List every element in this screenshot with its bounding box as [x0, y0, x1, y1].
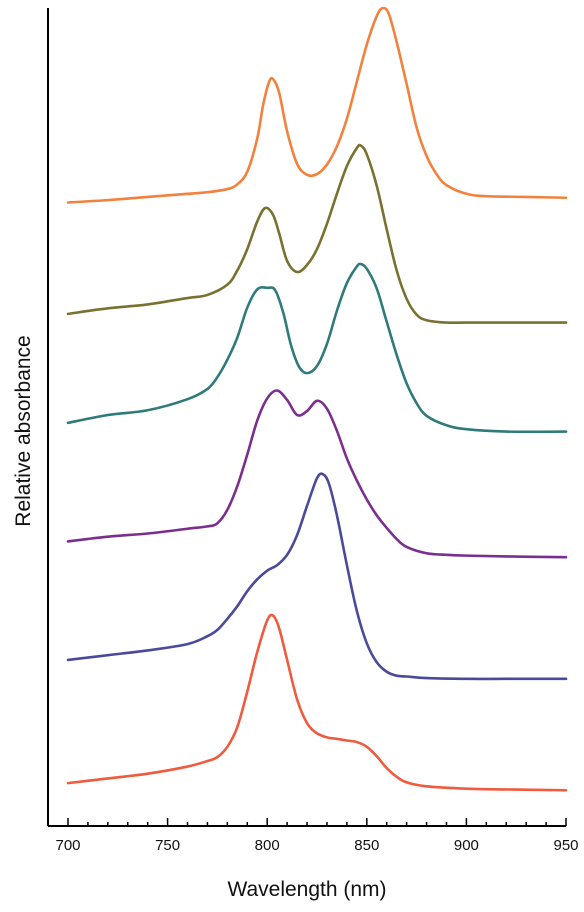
- axes-layer: [47, 8, 566, 827]
- x-tick-label: 900: [454, 837, 479, 854]
- x-tick-label: 750: [155, 837, 180, 854]
- x-tick-label: 850: [354, 837, 379, 854]
- x-axis-title: Wavelength (nm): [227, 878, 386, 901]
- y-axis-title: Relative absorbance: [12, 335, 35, 526]
- x-tick-label: 950: [553, 837, 578, 854]
- x-tick-label: 800: [255, 837, 280, 854]
- series-line-5: [66, 472, 568, 681]
- x-ticks: 700 750 800 850 900 950: [55, 818, 579, 854]
- series-layer: [66, 6, 568, 792]
- series-line-3: [66, 262, 568, 434]
- series-line-4: [66, 389, 568, 559]
- series-line-1: [66, 6, 568, 204]
- series-line-2: [66, 143, 568, 325]
- x-tick-label: 700: [55, 837, 80, 854]
- series-line-6: [66, 613, 568, 792]
